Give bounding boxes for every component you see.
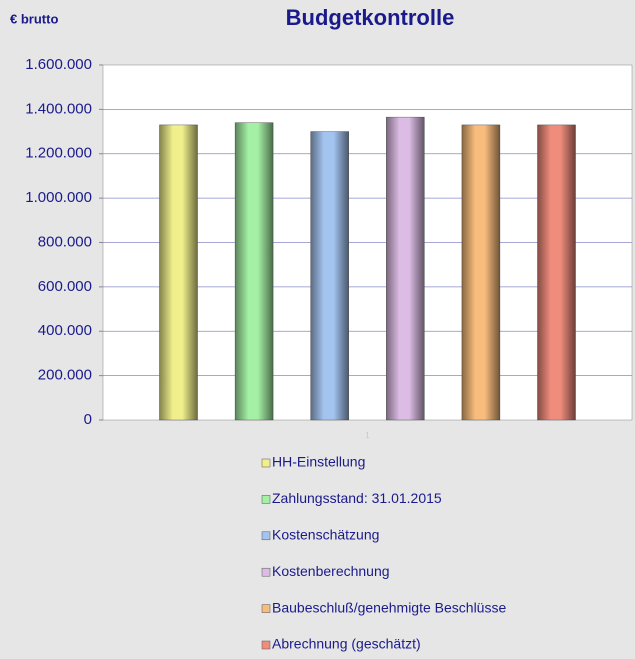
y-tick-label: 400.000	[38, 322, 92, 339]
y-tick-label: 1.600.000	[25, 56, 92, 73]
bar	[310, 131, 349, 421]
legend-label: HH-Einstellung	[272, 454, 365, 470]
legend-label: Kostenschätzung	[272, 527, 379, 543]
y-tick-label: 600.000	[38, 278, 92, 295]
legend-swatch	[261, 604, 271, 613]
y-tick-label: 1.200.000	[25, 145, 92, 162]
legend-swatch	[261, 495, 271, 504]
x-tick-label: 1	[365, 431, 370, 440]
y-tick-label: 0	[84, 411, 92, 428]
legend-label: Abrechnung (geschätzt)	[272, 636, 421, 652]
bar	[234, 122, 274, 421]
bar	[461, 124, 501, 421]
legend-swatch	[261, 640, 271, 650]
legend-label: Zahlungsstand: 31.01.2015	[272, 490, 442, 506]
bar	[537, 124, 576, 421]
legend-swatch	[261, 458, 271, 468]
legend-swatch	[261, 531, 271, 541]
y-tick-label: 1.400.000	[25, 100, 92, 117]
y-axis-label: € brutto	[10, 11, 58, 26]
legend-swatch	[261, 567, 271, 577]
bar	[386, 116, 425, 421]
y-tick-label: 800.000	[38, 233, 92, 250]
y-tick-label: 200.000	[38, 367, 92, 384]
legend-label: Baubeschluß/genehmigte Beschlüsse	[272, 599, 506, 615]
chart-title: Budgetkontrolle	[286, 5, 455, 30]
bar	[159, 124, 198, 421]
y-tick-label: 1.000.000	[25, 189, 92, 206]
legend-label: Kostenberechnung	[272, 563, 390, 579]
